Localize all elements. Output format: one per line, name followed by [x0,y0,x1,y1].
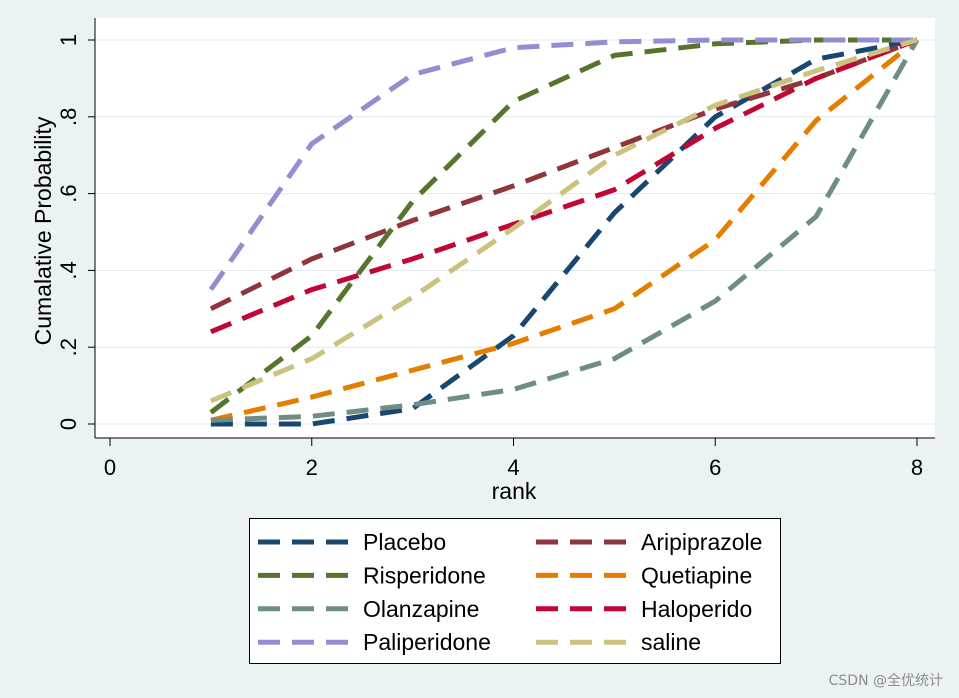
series-line-haloperido [209,37,918,335]
series-line-saline [209,37,918,404]
x-tick-label-0: 0 [104,455,116,480]
y-tick-label-2: .4 [56,261,81,279]
y-axis-title: Cumalative Probability [30,116,56,345]
y-tick-label-4: .8 [56,108,81,126]
series-line-quetiapine [210,38,919,423]
x-tick-label-4: 8 [911,455,923,480]
y-tick-label-3: .6 [56,184,81,202]
y-tick-label-0: 0 [56,418,81,430]
series-line-paliperidone [208,37,917,292]
x-axis-title: rank [492,478,537,504]
legend-label-paliperidone: Paliperidone [363,629,491,655]
x-tick-label-1: 2 [306,455,318,480]
series-lines [208,37,920,427]
series-line-olanzapine [210,38,920,423]
x-axis-ticks: 0 2 4 6 8 [104,438,923,480]
y-tick-label-1: .2 [56,338,81,356]
axes [94,18,935,439]
legend-label-aripiprazole: Aripiprazole [641,529,762,555]
legend-label-risperidone: Risperidone [363,562,486,588]
y-tick-label-5: 1 [56,34,81,46]
legend: Placebo Aripiprazole Risperidone Quetiapine… [249,518,781,664]
legend-label-saline: saline [641,629,701,655]
legend-label-haloperido: Haloperido [641,596,752,622]
x-tick-label-3: 6 [709,455,721,480]
x-tick-label-2: 4 [507,455,519,480]
series-line-aripiprazole [209,37,918,312]
watermark: CSDN @全优统计 [828,673,943,689]
series-line-placebo [210,37,918,427]
y-axis-ticks: 0 .2 .4 .6 .8 1 [56,34,95,430]
legend-label-olanzapine: Olanzapine [363,596,479,622]
legend-label-quetiapine: Quetiapine [641,562,752,588]
legend-label-placebo: Placebo [363,529,446,555]
